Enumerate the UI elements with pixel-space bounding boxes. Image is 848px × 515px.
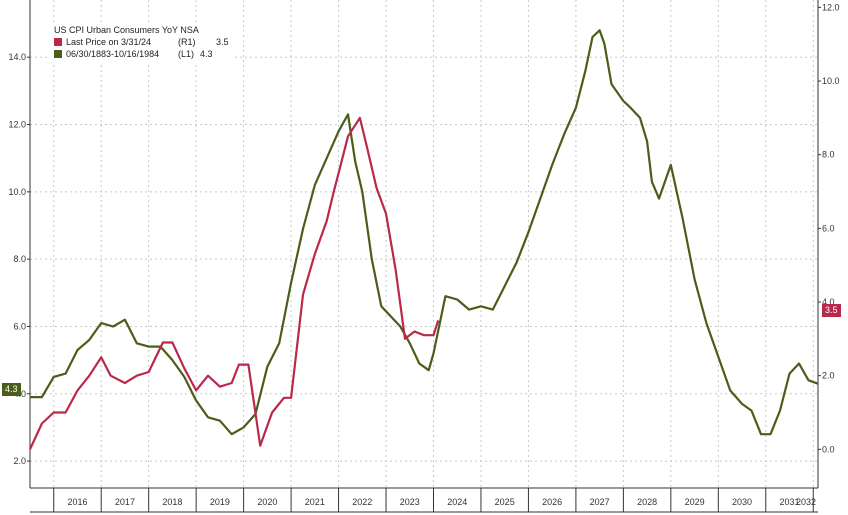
right-last-value-badge: 3.5 [822, 304, 841, 317]
legend-item-green: 06/30/1883-10/16/1984 (L1) 4.3 [54, 48, 229, 60]
legend-label-red: Last Price on 3/31/24 [66, 37, 152, 47]
x-axis-ticks: 2016 2017 2018 2019 2020 2021 2022 2023 2024 2025… [53, 488, 816, 512]
legend: US CPI Urban Consumers YoY NSA Last Pric… [50, 22, 233, 62]
legend-tag-red: (R1) [178, 37, 196, 47]
series-line-green [30, 29, 819, 436]
left-tick-label: 12.0 [8, 120, 26, 130]
axes [29, 0, 819, 513]
right-tick-label: 10.0 [822, 76, 840, 86]
x-tick-label: 2026 [542, 497, 562, 507]
x-tick-label: 2021 [305, 497, 325, 507]
x-tick-label: 2023 [400, 497, 420, 507]
right-tick-label: 8.0 [822, 150, 835, 160]
legend-swatch-red [54, 38, 62, 46]
left-tick-label: 10.0 [8, 187, 26, 197]
left-last-value-badge: 4.3 [2, 383, 21, 396]
x-tick-label: 2022 [352, 497, 372, 507]
x-tick-label: 2018 [162, 497, 182, 507]
right-tick-label: 6.0 [822, 223, 835, 233]
x-tick-label: 2027 [590, 497, 610, 507]
x-tick-label: 2028 [637, 497, 657, 507]
legend-item-red: Last Price on 3/31/24 (R1) 3.5 [54, 36, 229, 48]
x-tick-label: 2032 [796, 497, 816, 507]
legend-label-green: 06/30/1883-10/16/1984 [66, 49, 160, 59]
series-line-red [29, 116, 440, 450]
grid-lines [30, 0, 818, 488]
x-tick-label: 2031 [780, 497, 800, 507]
x-tick-label: 2029 [685, 497, 705, 507]
left-tick-label: 6.0 [13, 321, 26, 331]
legend-value-green: 4.3 [200, 49, 213, 59]
right-axis-ticks: 0.0 2.0 4.0 6.0 8.0 10.0 12.0 [818, 2, 840, 454]
legend-value-red: 3.5 [216, 37, 229, 47]
x-tick-label: 2024 [447, 497, 467, 507]
series-group [29, 29, 819, 450]
x-tick-label: 2016 [67, 497, 87, 507]
legend-tag-green: (L1) [178, 49, 195, 59]
right-tick-label: 0.0 [822, 444, 835, 454]
legend-swatch-green [54, 50, 62, 58]
left-tick-label: 8.0 [13, 254, 26, 264]
right-tick-label: 12.0 [822, 2, 840, 12]
left-axis-ticks: 2.04.06.08.010.012.014.0 [8, 52, 30, 466]
legend-title: US CPI Urban Consumers YoY NSA [54, 25, 199, 35]
x-tick-label: 2030 [732, 497, 752, 507]
right-tick-label: 4.0 [822, 297, 835, 307]
x-tick-label: 2020 [257, 497, 277, 507]
x-tick-label: 2019 [210, 497, 230, 507]
x-tick-label: 2017 [115, 497, 135, 507]
right-tick-label: 2.0 [822, 371, 835, 381]
x-tick-label: 2025 [495, 497, 515, 507]
left-tick-label: 2.0 [13, 456, 26, 466]
left-tick-label: 14.0 [8, 52, 26, 62]
